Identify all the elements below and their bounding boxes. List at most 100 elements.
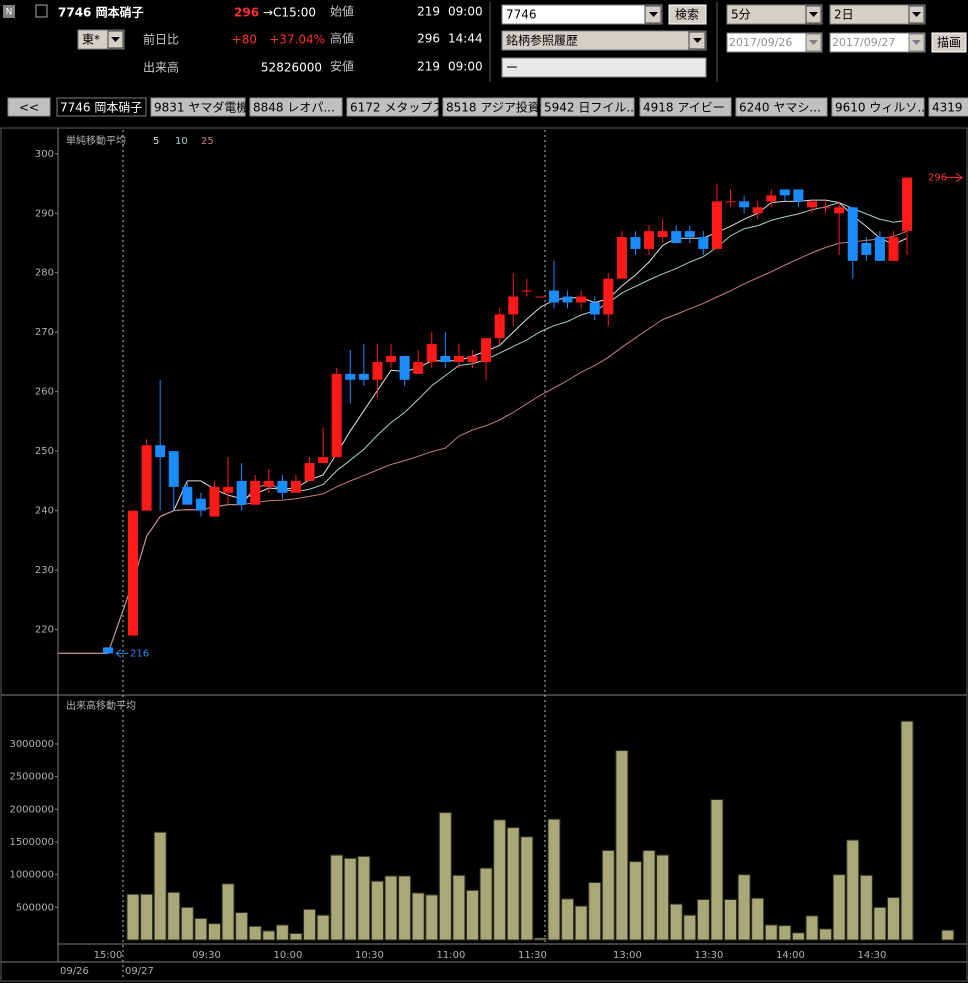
candle-body <box>209 486 220 517</box>
tab-label: << <box>19 101 39 115</box>
volume-bar <box>751 897 765 941</box>
candle-body <box>290 480 301 493</box>
tab[interactable] <box>442 97 538 117</box>
low-value: 219 <box>417 60 440 74</box>
candle-body <box>250 480 261 505</box>
candle-body <box>739 201 750 208</box>
candle-body <box>236 480 247 505</box>
candle-body <box>304 463 315 481</box>
stock-icon[interactable] <box>35 4 48 18</box>
volume-bar <box>683 914 697 941</box>
volume-bar <box>153 831 167 941</box>
to: 2017/09/27 <box>832 36 895 49</box>
candle-body <box>576 296 587 303</box>
volume-bar <box>126 893 140 941</box>
candle-body <box>752 207 763 214</box>
volume-bar <box>370 880 384 941</box>
stock-name: 7746 岡本硝子 <box>58 5 144 20</box>
prev-close-label: 216 <box>130 648 149 659</box>
volume-bar <box>696 898 710 941</box>
y2-tick-label: 3000000 <box>9 739 54 750</box>
volume-bar <box>601 849 615 941</box>
tab[interactable] <box>56 97 147 117</box>
ma-period: 10 <box>175 136 188 147</box>
last-price-arrow <box>946 173 963 182</box>
arrow-glyph <box>912 40 921 45</box>
candle-body <box>195 498 206 511</box>
candle-body <box>671 231 682 243</box>
tab[interactable] <box>346 97 439 117</box>
interval-select[interactable] <box>726 4 823 25</box>
high-value: 296 <box>417 32 440 46</box>
tab[interactable] <box>639 97 732 117</box>
tab[interactable] <box>150 97 246 117</box>
history-select[interactable] <box>501 30 707 51</box>
y-tick-label: 220 <box>35 625 54 636</box>
tab-label: 4918 アイビー <box>643 101 725 115</box>
candle-body <box>820 207 831 209</box>
volume-bar <box>289 932 303 941</box>
change-pct: +37.04% <box>269 33 325 47</box>
volume: 52826000 <box>261 61 322 75</box>
candle-body <box>103 647 113 654</box>
x-tick-label: 11:30 <box>518 950 547 961</box>
y-tick-label: 280 <box>35 268 54 279</box>
y2-tick-label: 2500000 <box>9 772 54 783</box>
candle-body <box>508 296 519 315</box>
y-tick-label: 230 <box>35 565 54 576</box>
x-tick-label: 10:00 <box>274 950 303 961</box>
volume-title: 出来高移動平均 <box>66 699 136 712</box>
volume-bar <box>520 836 534 941</box>
arrow-glyph <box>111 37 120 42</box>
x-tick-label: 15:00 <box>94 950 123 961</box>
tab[interactable] <box>928 97 968 117</box>
search-label: 検索 <box>675 8 699 22</box>
search-button[interactable] <box>668 4 707 25</box>
tab[interactable] <box>831 97 925 117</box>
span-select[interactable] <box>829 4 926 25</box>
y2-tick-label: 1000000 <box>9 870 54 881</box>
volume-bar <box>846 839 860 941</box>
third-select[interactable] <box>501 57 707 78</box>
volume-bar <box>303 908 317 941</box>
change: +80 <box>232 33 257 47</box>
volume-bar <box>656 854 670 941</box>
code-input[interactable] <box>501 4 663 25</box>
tab[interactable] <box>540 97 635 117</box>
volume-bar <box>357 855 371 941</box>
candle-body <box>494 314 505 339</box>
volume-bar <box>628 861 642 941</box>
tab-label: 6172 メタップス <box>350 101 444 115</box>
change-label: 前日比 <box>143 32 179 47</box>
candle-body <box>725 201 736 203</box>
candle-body <box>128 510 138 636</box>
ma-period: 5 <box>153 136 159 147</box>
high-label: 高値 <box>330 31 354 46</box>
candle-body <box>318 457 329 464</box>
candle-body <box>386 356 397 362</box>
volume-bar <box>805 915 819 941</box>
y-tick-label: 240 <box>35 506 54 517</box>
volume-bar <box>275 924 289 941</box>
x-tick-label: 13:30 <box>695 950 724 961</box>
price-time: →C15:00 <box>263 6 316 20</box>
tab[interactable] <box>7 97 51 117</box>
tab[interactable] <box>249 97 343 117</box>
last-price: 296 <box>234 6 259 20</box>
candle-body <box>358 373 369 380</box>
to-date[interactable] <box>829 32 926 53</box>
volume-bar <box>791 932 805 941</box>
candle-body <box>426 344 437 362</box>
from-date[interactable] <box>726 32 823 53</box>
volume-bar <box>221 883 235 941</box>
volume-bar <box>574 905 588 941</box>
tab-bar: << 7746 岡本硝子 9831 ヤマダ電機 8848 レオパ... 6172 メタッ… <box>7 97 968 117</box>
date-label: 09/27 <box>125 966 154 977</box>
low-label: 安値 <box>330 59 354 74</box>
volume-bar <box>547 818 561 941</box>
draw-button[interactable] <box>931 32 967 53</box>
candle-body <box>263 480 274 487</box>
candle-body <box>793 189 804 202</box>
tab[interactable] <box>735 97 828 117</box>
